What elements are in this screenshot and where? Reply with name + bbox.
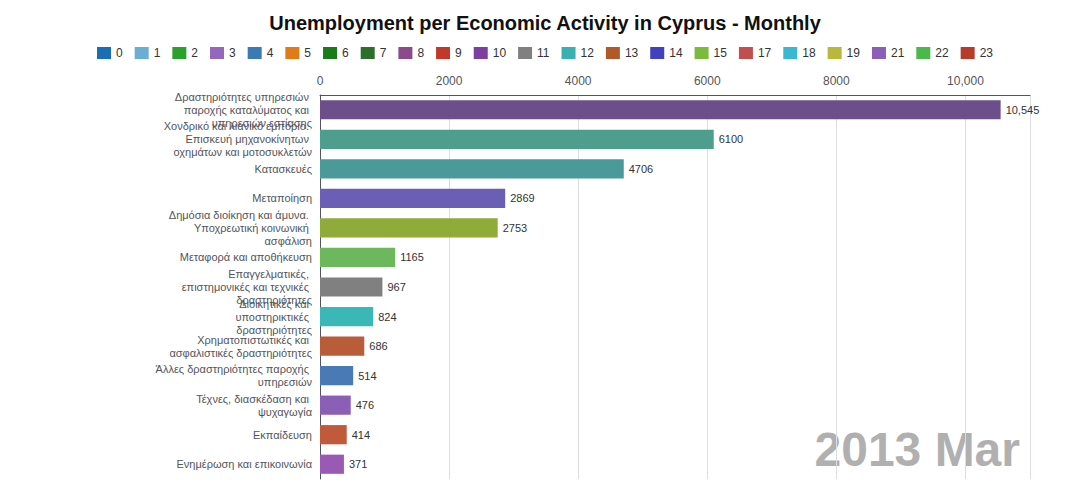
svg-text:7: 7 bbox=[380, 46, 387, 60]
svg-text:11: 11 bbox=[537, 46, 550, 60]
svg-text:2869: 2869 bbox=[510, 192, 534, 204]
svg-text:14: 14 bbox=[669, 46, 683, 60]
svg-text:Άλλες δραστηριότητες παροχής: Άλλες δραστηριότητες παροχής bbox=[156, 363, 312, 375]
svg-text:Υποχρεωτική κοινωνική: Υποχρεωτική κοινωνική bbox=[194, 222, 312, 234]
svg-text:12: 12 bbox=[581, 46, 595, 60]
svg-text:οχημάτων και μοτοσυκλετών: οχημάτων και μοτοσυκλετών bbox=[173, 146, 312, 158]
svg-text:υποστηρικτικές: υποστηρικτικές bbox=[235, 311, 312, 323]
svg-text:4000: 4000 bbox=[565, 74, 592, 88]
svg-text:476: 476 bbox=[356, 399, 374, 411]
svg-text:υπηρεσιών: υπηρεσιών bbox=[258, 376, 313, 388]
svg-text:ασφαλιστικές δραστηριότητες: ασφαλιστικές δραστηριότητες bbox=[169, 347, 312, 359]
svg-text:15: 15 bbox=[714, 46, 728, 60]
svg-text:10,545: 10,545 bbox=[1006, 104, 1040, 116]
svg-text:6100: 6100 bbox=[719, 133, 743, 145]
svg-text:5: 5 bbox=[304, 46, 311, 60]
svg-text:δραστηριότητες: δραστηριότητες bbox=[236, 323, 312, 336]
svg-text:1165: 1165 bbox=[400, 251, 424, 263]
svg-text:Μεταφορά και αποθήκευση: Μεταφορά και αποθήκευση bbox=[180, 251, 312, 263]
svg-text:6: 6 bbox=[342, 46, 349, 60]
svg-text:Επισκευή μηχανοκίνητων: Επισκευή μηχανοκίνητων bbox=[185, 133, 312, 145]
svg-text:21: 21 bbox=[891, 46, 905, 60]
svg-text:1: 1 bbox=[154, 46, 161, 60]
svg-text:Ενημέρωση και επικοινωνία: Ενημέρωση και επικοινωνία bbox=[177, 458, 313, 470]
svg-text:Δημόσια διοίκηση και άμυνα.: Δημόσια διοίκηση και άμυνα. bbox=[169, 209, 312, 221]
svg-text:10,000: 10,000 bbox=[947, 74, 984, 88]
svg-text:Δραστηριότητες υπηρεσιών: Δραστηριότητες υπηρεσιών bbox=[175, 91, 312, 103]
svg-text:ψυχαγωγία: ψυχαγωγία bbox=[258, 406, 313, 418]
svg-text:17: 17 bbox=[758, 46, 772, 60]
svg-text:10: 10 bbox=[493, 46, 507, 60]
svg-text:Μεταποίηση: Μεταποίηση bbox=[252, 192, 312, 204]
svg-text:371: 371 bbox=[349, 458, 367, 470]
svg-text:967: 967 bbox=[387, 281, 405, 293]
svg-text:2000: 2000 bbox=[436, 74, 463, 88]
svg-text:0: 0 bbox=[116, 46, 123, 60]
svg-text:2013 Mar: 2013 Mar bbox=[815, 423, 1020, 476]
svg-text:414: 414 bbox=[352, 429, 370, 441]
svg-text:παροχής καταλύματος και: παροχής καταλύματος και bbox=[184, 104, 312, 116]
svg-text:Εκπαίδευση: Εκπαίδευση bbox=[253, 429, 312, 441]
svg-text:22: 22 bbox=[935, 46, 949, 60]
svg-text:13: 13 bbox=[625, 46, 639, 60]
svg-text:Διοικητικές και: Διοικητικές και bbox=[239, 298, 312, 310]
svg-text:686: 686 bbox=[369, 340, 387, 352]
svg-text:23: 23 bbox=[980, 46, 994, 60]
svg-text:2753: 2753 bbox=[503, 222, 527, 234]
svg-text:Unemployment per Economic Acti: Unemployment per Economic Activity in Cy… bbox=[269, 12, 821, 34]
svg-text:19: 19 bbox=[847, 46, 861, 60]
svg-text:Κατασκευές: Κατασκευές bbox=[254, 163, 312, 175]
svg-text:8: 8 bbox=[417, 46, 424, 60]
svg-text:6000: 6000 bbox=[694, 74, 721, 88]
svg-text:18: 18 bbox=[802, 46, 816, 60]
svg-text:Χρηματοπιστωτικές και: Χρηματοπιστωτικές και bbox=[197, 334, 312, 346]
svg-text:514: 514 bbox=[358, 370, 376, 382]
svg-text:ασφάλιση: ασφάλιση bbox=[265, 235, 313, 247]
svg-text:Τέχνες, διασκέδαση και: Τέχνες, διασκέδαση και bbox=[196, 393, 312, 405]
svg-text:επιστημονικές και τεχνικές: επιστημονικές και τεχνικές bbox=[182, 281, 312, 293]
svg-text:2: 2 bbox=[191, 46, 198, 60]
svg-text:8000: 8000 bbox=[823, 74, 850, 88]
svg-text:Χονδρικό και λιανικό εμπόριο.: Χονδρικό και λιανικό εμπόριο. bbox=[164, 120, 312, 132]
svg-text:824: 824 bbox=[378, 311, 396, 323]
svg-text:Επαγγελματικές,: Επαγγελματικές, bbox=[228, 268, 312, 280]
svg-text:4706: 4706 bbox=[629, 163, 653, 175]
svg-text:0: 0 bbox=[317, 74, 324, 88]
svg-text:3: 3 bbox=[229, 46, 236, 60]
svg-text:4: 4 bbox=[267, 46, 274, 60]
svg-text:9: 9 bbox=[455, 46, 462, 60]
